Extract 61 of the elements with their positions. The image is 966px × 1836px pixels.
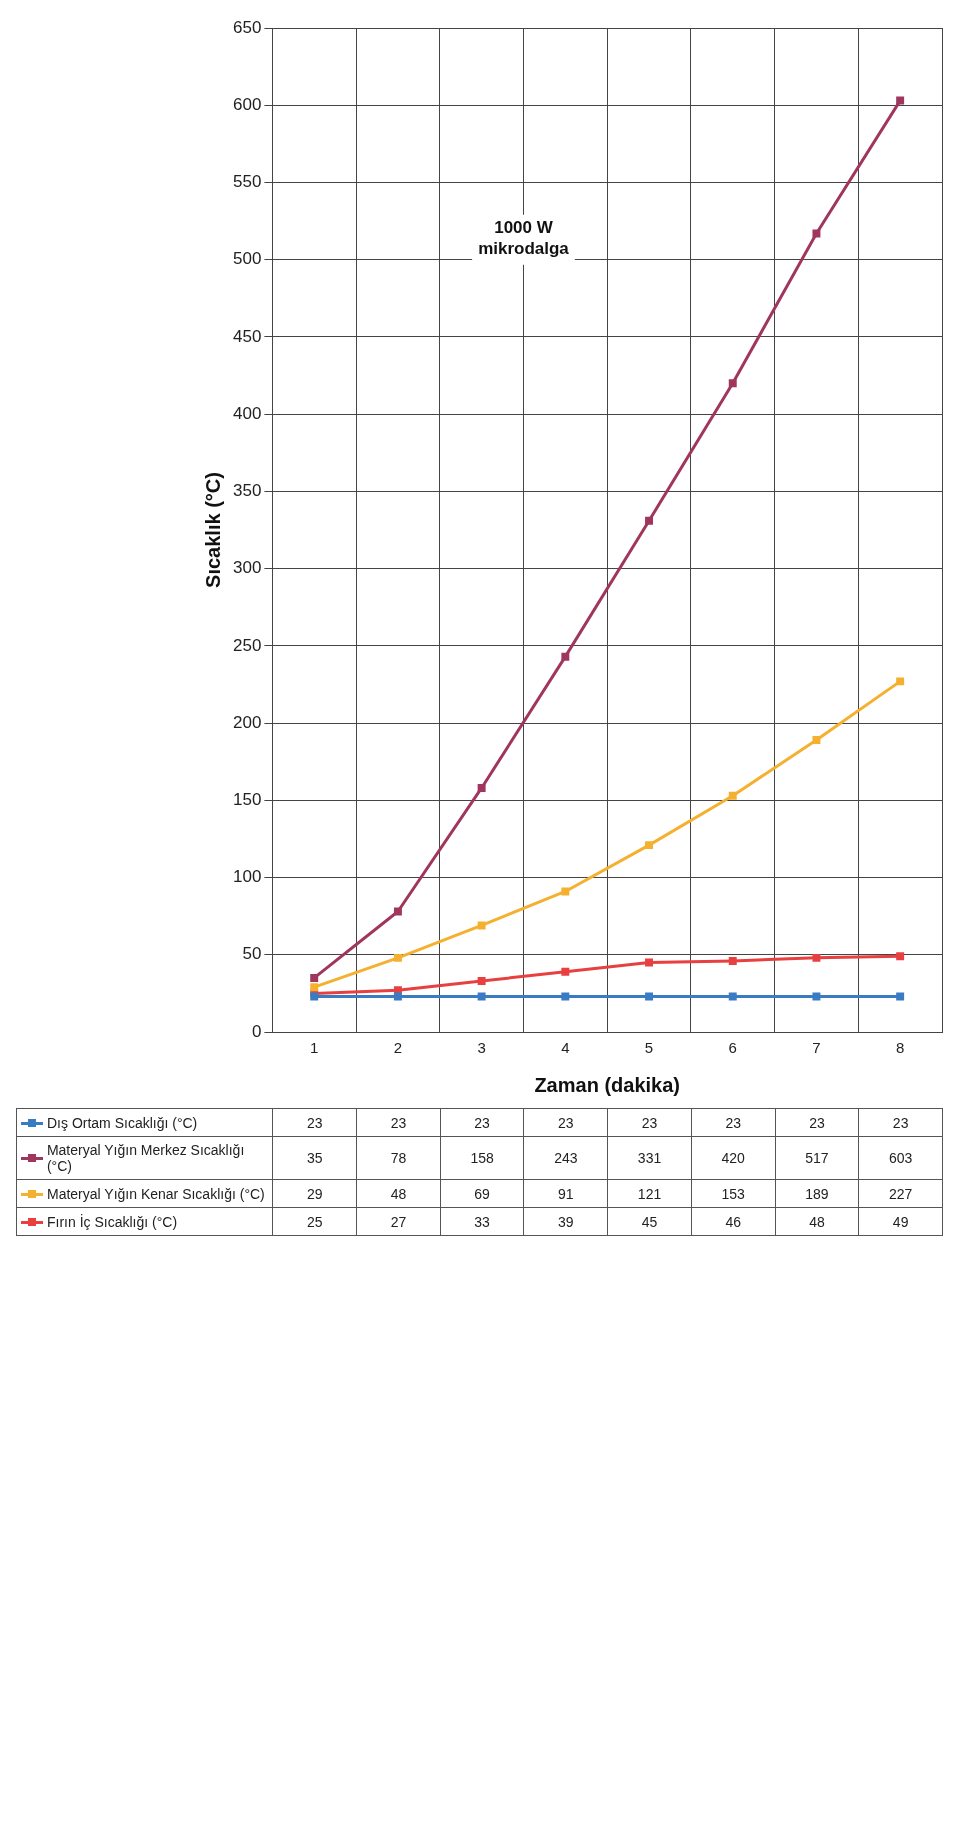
y-tick-label: 100	[232, 867, 262, 887]
data-label: 420	[691, 1136, 776, 1180]
data-label: 27	[356, 1207, 441, 1236]
y-tick-label: 550	[232, 172, 262, 192]
data-label: 39	[523, 1207, 608, 1236]
data-label: 33	[440, 1207, 524, 1236]
x-axis-title: Zaman (dakika)	[534, 1073, 680, 1096]
data-label: 23	[356, 1108, 441, 1137]
x-tick-label: 2	[393, 1039, 403, 1057]
data-label: 153	[691, 1179, 776, 1208]
y-tick-label: 300	[232, 558, 262, 578]
data-label: 46	[691, 1207, 776, 1236]
data-label: 35	[272, 1136, 357, 1180]
data-label: 23	[775, 1108, 859, 1137]
x-tick-label: 5	[644, 1039, 654, 1057]
data-label: 23	[691, 1108, 776, 1137]
data-label: 23	[858, 1108, 943, 1137]
data-label: 331	[607, 1136, 692, 1180]
y-tick-label: 650	[232, 17, 262, 37]
data-label: 23	[523, 1108, 608, 1137]
x-tick-label: 6	[728, 1039, 737, 1057]
data-label: 189	[775, 1179, 859, 1208]
data-label: 69	[440, 1179, 524, 1208]
y-axis-title: Sıcaklık (°C)	[201, 472, 224, 588]
data-label: 517	[775, 1136, 859, 1180]
y-tick-label: 450	[232, 326, 262, 346]
data-label: 48	[356, 1179, 441, 1208]
legend-label: Dış Ortam Sıcaklığı (°C)	[47, 1115, 198, 1131]
legend-label: Materyal Yığın Kenar Sıcaklığı (°C)	[47, 1186, 265, 1202]
data-label: 243	[523, 1136, 608, 1180]
data-label: 23	[607, 1108, 692, 1137]
data-label: 49	[858, 1207, 943, 1236]
y-tick-label: 500	[232, 249, 262, 269]
data-label: 227	[858, 1179, 943, 1208]
data-label: 29	[272, 1179, 357, 1208]
data-label: 158	[440, 1136, 524, 1180]
data-label: 48	[775, 1207, 859, 1236]
legend-label: Fırın İç Sıcaklığı (°C)	[47, 1214, 178, 1230]
data-label: 121	[607, 1179, 692, 1208]
y-tick-label: 50	[242, 944, 262, 964]
y-tick-label: 200	[232, 712, 262, 732]
data-label: 91	[523, 1179, 608, 1208]
data-label: 603	[858, 1136, 943, 1180]
x-tick-label: 4	[561, 1039, 570, 1057]
x-tick-label: 3	[477, 1039, 486, 1057]
annotation: 1000 W mikrodalga	[478, 218, 570, 259]
y-tick-label: 0	[251, 1021, 262, 1041]
data-label: 25	[272, 1207, 357, 1236]
data-label: 23	[272, 1108, 357, 1137]
data-label: 23	[440, 1108, 524, 1137]
legend-label: Materyal Yığın Merkez Sıcaklığı (°C)	[46, 1142, 246, 1174]
y-tick-label: 350	[232, 481, 262, 501]
x-tick-label: 1	[310, 1039, 319, 1057]
y-tick-label: 600	[232, 94, 262, 114]
data-label: 78	[356, 1136, 441, 1180]
x-tick-label: 7	[812, 1039, 821, 1057]
y-tick-label: 150	[232, 790, 262, 809]
y-tick-label: 400	[232, 403, 262, 423]
y-tick-label: 250	[232, 635, 262, 655]
data-label: 45	[607, 1207, 692, 1236]
x-tick-label: 8	[895, 1039, 905, 1057]
